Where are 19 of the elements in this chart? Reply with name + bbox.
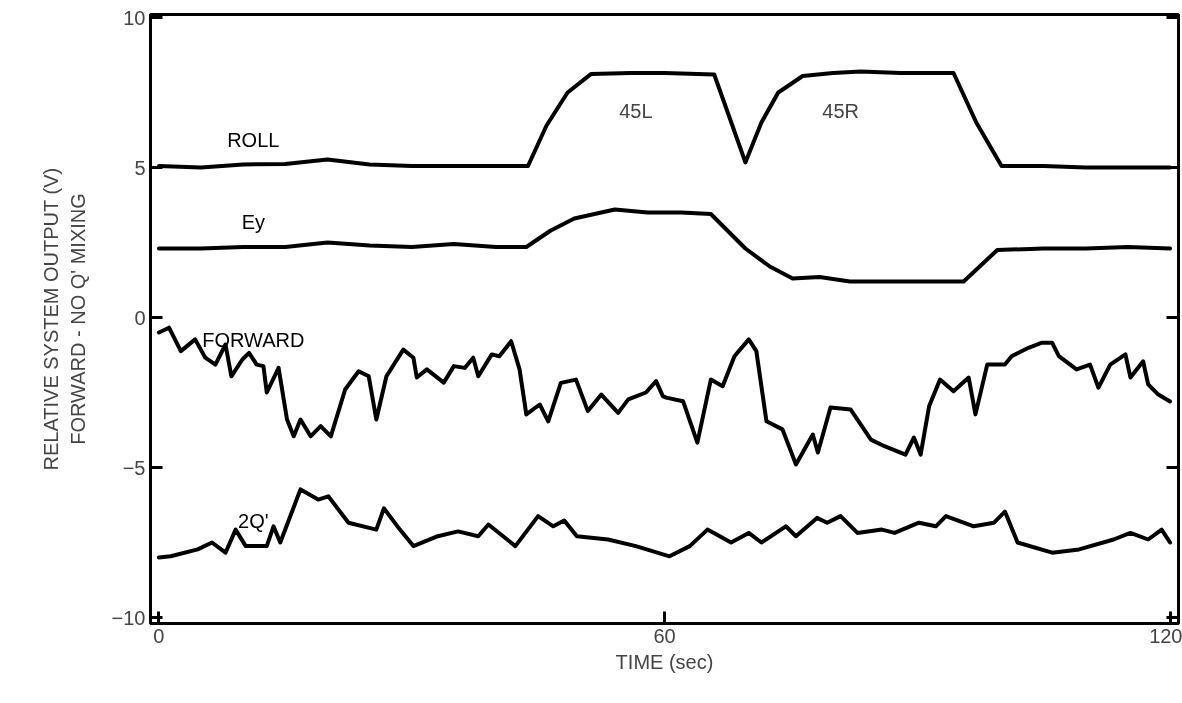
- y-tick-label: 5: [134, 156, 146, 179]
- x-tick-label: 60: [653, 624, 676, 647]
- x-tick-label: 120: [1149, 624, 1182, 647]
- annotation: 45R: [822, 100, 859, 122]
- series-label: 2Q': [238, 510, 269, 533]
- y-axis-title: RELATIVE SYSTEM OUTPUT (V) FORWARD - NO Q' MIXING: [40, 167, 89, 471]
- line-series: [156, 207, 1173, 284]
- annotation: 45L: [619, 100, 653, 122]
- line-series: [156, 325, 1173, 467]
- x-tick-label: 0: [153, 624, 165, 647]
- line-series: [156, 487, 1173, 560]
- y-tick-label: −10: [111, 606, 146, 629]
- y-tick-label: 0: [134, 306, 146, 329]
- series-label: ROLL: [227, 128, 280, 151]
- y-tick-label: −5: [122, 456, 146, 479]
- x-axis-title: TIME (sec): [615, 650, 714, 673]
- series-label: FORWARD: [202, 328, 305, 351]
- y-tick-label: 10: [123, 6, 146, 29]
- series-label: Ey: [241, 211, 265, 233]
